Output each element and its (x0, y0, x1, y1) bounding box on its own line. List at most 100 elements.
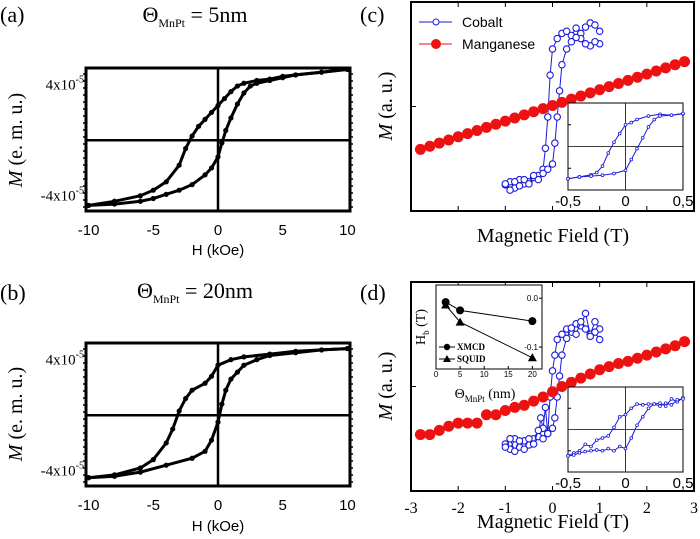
panel-c-manganese-point (594, 84, 606, 96)
panel-d-inset-point (600, 436, 605, 440)
panel-a-branch-0-point (176, 162, 182, 168)
panel-b-ylabel: M (e. m. u.) (5, 367, 27, 462)
panel-a-branch-1-point (247, 83, 253, 89)
panel-b-branch-1-line (88, 347, 348, 480)
panel-d-cobalt-point (548, 367, 557, 375)
panel-d-manganese-point (471, 417, 483, 429)
panel-d-cobalt-point (536, 414, 545, 422)
panel-b-branch-1-point (137, 469, 143, 475)
panel-d-inset-point (629, 436, 634, 440)
panel-c-cobalt-point (562, 27, 571, 36)
panel-d-manganese-point (556, 381, 568, 392)
panel-d-cobalt-point (529, 440, 538, 448)
legend-c: Cobalt Manganese (419, 14, 535, 52)
panel-d-manganese-point (575, 372, 587, 384)
panel-d-cobalt-point (581, 309, 590, 318)
panel-c-inset-point (612, 140, 616, 144)
panel-b-branch-0-point (176, 408, 182, 414)
panel-d-inset-point (612, 448, 616, 453)
panel-a-title: ΘMnPt = 5nm (142, 2, 247, 30)
panel-a-branch-1-point (241, 90, 247, 96)
panel-d-inset-point (606, 434, 611, 438)
panel-b-branch-0-point (228, 357, 234, 363)
panel-c-inset-point (646, 114, 651, 118)
panel-d-inset-point (617, 414, 622, 419)
panel-a-branch-0-point (137, 193, 143, 199)
legend-cobalt-label: Cobalt (462, 14, 503, 30)
panel-c-inset-point (612, 171, 616, 176)
panel-d-inset-point (623, 412, 628, 417)
panel-c-manganese-point (622, 74, 634, 86)
panel-c-cobalt-point (595, 27, 604, 36)
panel-c-cobalt-point (546, 71, 554, 79)
panel-c-inset-point (681, 111, 685, 116)
panel-c-inset-xtick-label: 0 (621, 193, 629, 210)
panel-d-label: (d) (360, 280, 386, 305)
panel-a-branch-0-point (228, 89, 234, 95)
panel-a-ytick-label: -4x10-5 (41, 186, 84, 205)
panel-d-manganese-point (669, 340, 681, 352)
panel-c-inset-point (617, 131, 622, 136)
panel-c-cobalt-point (572, 24, 580, 32)
panel-d-inset-point (646, 402, 651, 406)
panel-c-cobalt-point (551, 139, 559, 147)
panel-a-branch-0-point (241, 80, 247, 86)
panel-a-xtick-label: 0 (214, 222, 222, 239)
panel-d-inset-point (600, 448, 605, 453)
panel-d-manganese-point (433, 424, 445, 436)
inset-top-legend-xmcd: XMCD (457, 342, 485, 352)
panel-d-cobalt-point (567, 324, 576, 332)
panel-c-manganese-point (480, 121, 492, 133)
panel-c-cobalt-point (591, 37, 599, 46)
panel-b-branch-1-point (202, 448, 208, 454)
panel-d-cobalt-point (558, 351, 566, 359)
panel-d-manganese-point (584, 368, 596, 380)
panel-d-inset-point (681, 397, 685, 401)
panel-a-xtick-label: -10 (78, 222, 100, 239)
panel-a-branch-0-point (163, 179, 169, 185)
panel-d-manganese-point (509, 401, 521, 413)
panel-d-inset-point (635, 423, 639, 428)
panel-a-branch-1-point (111, 201, 118, 207)
panel-a-xlabel: H (kOe) (192, 242, 245, 259)
panel-b-branch-1-point (219, 401, 225, 407)
panel-b-branch-1-point (163, 462, 169, 468)
panel-d-manganese-point (603, 361, 615, 373)
panel-c-manganese-point (641, 68, 653, 80)
panel-d-inset-point (675, 397, 680, 402)
panel-c-inset-point (640, 136, 645, 140)
panel-d-inset-point (617, 444, 622, 449)
panel-d-inset-point (594, 448, 599, 452)
panel-d-cobalt-point (586, 332, 594, 341)
panel-d-manganese-point (622, 355, 634, 367)
legend-manganese-label: Manganese (462, 36, 535, 52)
panel-d-cobalt-point (515, 437, 524, 445)
panel-a-branch-0-point (202, 116, 208, 122)
panel-d-manganese-point (424, 429, 436, 441)
panel-d-inset-top-xtick-label: 5 (458, 370, 463, 379)
panel-a-branch-1-point (85, 202, 92, 209)
panel-d-manganese-point (565, 376, 577, 388)
panel-c-manganese-point (433, 137, 445, 149)
panel-d-manganese-point (452, 417, 464, 429)
panel-c-cobalt-point (581, 40, 590, 48)
panel-b-xtick-label: -5 (147, 497, 160, 514)
panel-b-branch-0-point (183, 395, 189, 402)
panel-c-manganese-point (499, 115, 511, 127)
panel-c-manganese-point (603, 81, 615, 93)
panel-d-inset-point (658, 401, 662, 405)
panel-c-manganese-point (452, 131, 464, 143)
panel-b-branch-1-point (215, 419, 221, 425)
panel-b-xlabel: H (kOe) (192, 518, 245, 535)
panel-a-branch-1-point (176, 187, 182, 193)
panel-a-branch-1-point (293, 72, 299, 78)
panel-d-inset-point (646, 406, 651, 411)
panel-a-label: (a) (0, 2, 24, 27)
panel-d-cobalt-point (553, 335, 561, 344)
panel-d-xtick-label: 1 (596, 500, 604, 517)
panel-d-cobalt-point (551, 414, 559, 422)
panel-a-branch-1-point (202, 172, 208, 178)
panel-d-cobalt-point (572, 330, 580, 338)
panel-c-cobalt-point (544, 165, 552, 173)
panel-c-manganese-point (424, 140, 436, 152)
